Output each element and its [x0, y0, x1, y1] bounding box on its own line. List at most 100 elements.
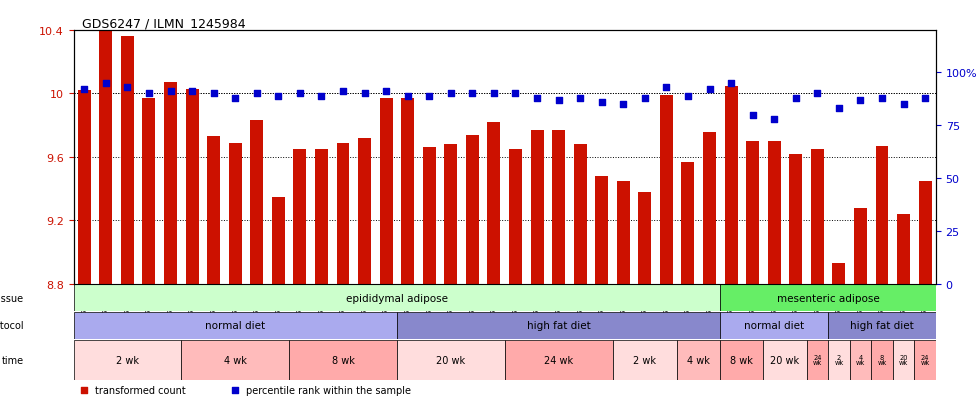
- Bar: [703, 132, 716, 284]
- Point: [788, 95, 804, 102]
- Bar: [250, 121, 264, 284]
- Bar: [807, 340, 828, 380]
- Point: [120, 85, 135, 91]
- Text: 4 wk: 4 wk: [687, 355, 710, 365]
- Bar: [893, 340, 914, 380]
- Text: normal diet: normal diet: [205, 320, 266, 330]
- Bar: [505, 340, 612, 380]
- Bar: [466, 135, 479, 284]
- Bar: [289, 340, 397, 380]
- Point: [853, 97, 868, 104]
- Bar: [746, 142, 760, 284]
- Bar: [401, 99, 415, 284]
- Bar: [74, 312, 397, 339]
- Bar: [228, 143, 242, 284]
- Bar: [74, 340, 181, 380]
- Bar: [271, 197, 285, 284]
- Point: [465, 91, 480, 97]
- Text: 8 wk: 8 wk: [730, 355, 754, 365]
- Bar: [397, 312, 720, 339]
- Bar: [720, 285, 936, 311]
- Text: 2
wk: 2 wk: [834, 354, 844, 366]
- Bar: [99, 31, 113, 284]
- Bar: [810, 150, 824, 284]
- Text: normal diet: normal diet: [744, 320, 805, 330]
- Bar: [422, 148, 436, 284]
- Bar: [763, 340, 807, 380]
- Text: high fat diet: high fat diet: [526, 320, 591, 330]
- Bar: [612, 340, 677, 380]
- Text: 20 wk: 20 wk: [436, 355, 466, 365]
- Bar: [681, 162, 695, 284]
- Point: [335, 89, 351, 95]
- Point: [551, 97, 566, 104]
- Bar: [77, 91, 91, 284]
- Bar: [720, 340, 763, 380]
- Point: [357, 91, 372, 97]
- Bar: [142, 99, 156, 284]
- Bar: [121, 37, 134, 284]
- Bar: [875, 147, 889, 284]
- Point: [766, 116, 782, 123]
- Text: GDS6247 / ILMN_1245984: GDS6247 / ILMN_1245984: [82, 17, 246, 30]
- Bar: [638, 192, 652, 284]
- Text: epididymal adipose: epididymal adipose: [346, 293, 448, 303]
- Text: mesenteric adipose: mesenteric adipose: [777, 293, 879, 303]
- Point: [637, 95, 653, 102]
- Point: [594, 100, 610, 106]
- Bar: [595, 176, 609, 284]
- Bar: [828, 312, 936, 339]
- Bar: [293, 150, 307, 284]
- Point: [227, 95, 243, 102]
- Point: [680, 93, 696, 100]
- Bar: [207, 137, 220, 284]
- Point: [615, 102, 631, 108]
- Text: 20
wk: 20 wk: [899, 354, 908, 366]
- Point: [292, 91, 308, 97]
- Bar: [616, 181, 630, 284]
- Bar: [828, 340, 850, 380]
- Point: [163, 89, 178, 95]
- Point: [723, 81, 739, 87]
- Text: 24
wk: 24 wk: [812, 354, 822, 366]
- Text: 8
wk: 8 wk: [877, 354, 887, 366]
- Text: 2 wk: 2 wk: [116, 355, 139, 365]
- Bar: [336, 143, 350, 284]
- Bar: [789, 154, 803, 284]
- Text: 2 wk: 2 wk: [633, 355, 657, 365]
- Point: [572, 95, 588, 102]
- Bar: [832, 263, 846, 284]
- Point: [249, 91, 265, 97]
- Bar: [854, 208, 867, 284]
- Point: [659, 85, 674, 91]
- Bar: [677, 340, 720, 380]
- Point: [314, 93, 329, 100]
- Point: [443, 91, 459, 97]
- Text: 4 wk: 4 wk: [223, 355, 247, 365]
- Point: [76, 387, 92, 394]
- Bar: [358, 138, 371, 284]
- Text: tissue: tissue: [0, 293, 24, 303]
- Bar: [181, 340, 289, 380]
- Text: time: time: [2, 355, 24, 365]
- Point: [874, 95, 890, 102]
- Point: [206, 91, 221, 97]
- Point: [378, 89, 394, 95]
- Bar: [444, 145, 458, 284]
- Bar: [530, 131, 544, 284]
- Bar: [914, 340, 936, 380]
- Bar: [315, 150, 328, 284]
- Text: 8 wk: 8 wk: [331, 355, 355, 365]
- Bar: [850, 340, 871, 380]
- Point: [270, 93, 286, 100]
- Text: 24 wk: 24 wk: [544, 355, 573, 365]
- Bar: [767, 142, 781, 284]
- Point: [809, 91, 825, 97]
- Bar: [720, 312, 828, 339]
- Point: [508, 91, 523, 97]
- Text: protocol: protocol: [0, 320, 24, 330]
- Text: percentile rank within the sample: percentile rank within the sample: [246, 385, 411, 396]
- Bar: [897, 214, 910, 284]
- Point: [917, 95, 933, 102]
- Text: high fat diet: high fat diet: [850, 320, 914, 330]
